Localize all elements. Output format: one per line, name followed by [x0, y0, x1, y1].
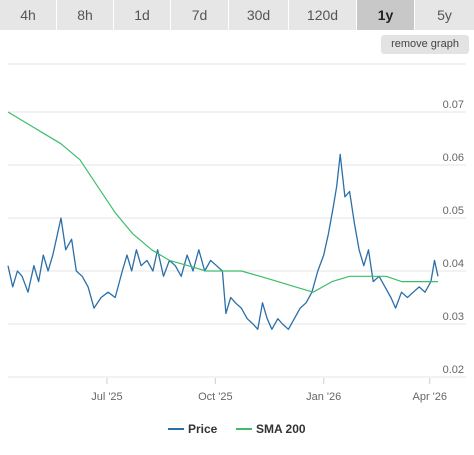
tab-4h[interactable]: 4h	[0, 0, 57, 30]
x-tick-label: Oct '25	[198, 391, 233, 403]
y-tick-label: 0.03	[443, 311, 464, 323]
remove-graph-button[interactable]: remove graph	[381, 35, 469, 54]
y-tick-label: 0.02	[443, 364, 464, 376]
x-tick-label: Jan '26	[306, 391, 341, 403]
x-tick-label: Jul '25	[91, 391, 122, 403]
tab-1y[interactable]: 1y	[357, 0, 415, 30]
x-tick-label: Apr '26	[412, 391, 447, 403]
legend-item-price: Price	[188, 422, 218, 436]
tab-30d[interactable]: 30d	[229, 0, 289, 30]
price-series-line	[7, 153, 439, 330]
y-tick-label: 0.06	[443, 152, 464, 164]
tab-5y[interactable]: 5y	[415, 0, 474, 30]
sma-200-series-line	[7, 111, 438, 293]
legend-item-sma-200: SMA 200	[256, 422, 306, 436]
timeframe-tabs: 4h 8h 1d 7d 30d 120d 1y 5y	[0, 0, 474, 30]
y-tick-label: 0.05	[443, 205, 464, 217]
tab-8h[interactable]: 8h	[57, 0, 114, 30]
tab-120d[interactable]: 120d	[289, 0, 357, 30]
y-tick-label: 0.04	[443, 258, 464, 270]
y-tick-label: 0.07	[443, 99, 464, 111]
tab-1d[interactable]: 1d	[114, 0, 171, 30]
tab-7d[interactable]: 7d	[171, 0, 229, 30]
